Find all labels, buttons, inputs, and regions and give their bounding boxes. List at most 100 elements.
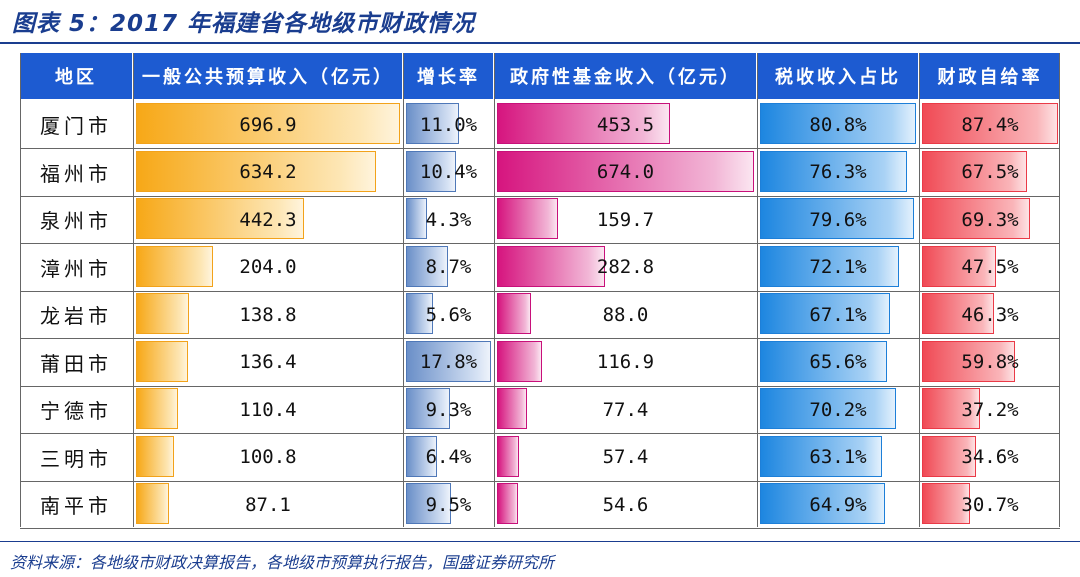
grid-line — [20, 53, 21, 527]
growth-cell: 17.8% — [404, 339, 493, 386]
table-row: 厦门市 696.9 11.0% 453.5 80.8% 87.4% — [20, 101, 1060, 149]
tax-share-value: 76.3% — [809, 161, 867, 183]
growth-cell: 11.0% — [404, 101, 493, 148]
table-bottom-border — [20, 527, 1060, 529]
revenue-value: 696.9 — [239, 113, 297, 136]
self-sufficiency-cell: 69.3% — [920, 196, 1060, 243]
gov-fund-value: 77.4 — [602, 398, 649, 421]
revenue-value: 442.3 — [239, 208, 297, 231]
gov-fund-bar — [497, 483, 518, 524]
city-label: 厦门市 — [40, 114, 112, 138]
city-label: 龙岩市 — [40, 304, 112, 328]
city-label: 莆田市 — [40, 351, 112, 376]
tax-share-bar — [760, 150, 908, 192]
fiscal-table: 地区 一般公共预算收入（亿元） 增长率 政府性基金收入（亿元） 税收收入占比 财政自给率厦… — [20, 53, 1060, 529]
revenue-value: 87.1 — [245, 493, 291, 516]
table-row: 泉州市 442.3 4.3% 159.7 79.6% 69.3% — [20, 196, 1060, 244]
tax-share-bar — [760, 103, 916, 144]
tax-share-bar — [760, 435, 882, 477]
city-label: 漳州市 — [40, 256, 112, 281]
growth-value: 9.3% — [425, 398, 472, 421]
self-sufficiency-value: 34.6% — [961, 446, 1019, 468]
gov-fund-bar — [497, 340, 542, 382]
revenue-cell: 100.8 — [134, 434, 402, 481]
tax-share-value: 64.9% — [809, 493, 867, 516]
revenue-value: 136.4 — [239, 351, 297, 373]
grid-line — [403, 53, 404, 527]
tax-share-value: 70.2% — [809, 398, 867, 421]
revenue-bar — [136, 435, 175, 477]
self-sufficiency-bar — [922, 483, 970, 524]
table-row: 漳州市 204.0 8.7% 282.8 72.1% 47.5% — [20, 244, 1060, 292]
source-divider — [0, 541, 1080, 542]
growth-bar — [406, 198, 427, 239]
growth-value: 4.3% — [425, 208, 472, 231]
revenue-cell: 87.1 — [134, 481, 402, 528]
tax-share-value: 80.8% — [809, 113, 867, 136]
revenue-value: 100.8 — [239, 446, 297, 468]
tax-share-bar — [760, 340, 887, 382]
revenue-bar — [136, 483, 169, 524]
growth-bar — [406, 150, 456, 192]
table-row: 龙岩市 138.8 5.6% 88.0 67.1% 46.3% — [20, 291, 1060, 339]
column-header-revenue: 一般公共预算收入（亿元） — [134, 53, 402, 99]
revenue-bar — [136, 150, 377, 192]
revenue-cell: 136.4 — [134, 339, 402, 386]
self-sufficiency-cell: 47.5% — [920, 244, 1060, 291]
revenue-value: 110.4 — [239, 398, 297, 421]
growth-cell: 4.3% — [404, 196, 493, 243]
revenue-cell: 110.4 — [134, 386, 402, 433]
self-sufficiency-bar — [922, 103, 1058, 144]
column-header-gov-fund: 政府性基金收入（亿元） — [495, 53, 756, 99]
table-row: 三明市 100.8 6.4% 57.4 63.1% 34.6% — [20, 434, 1060, 482]
gov-fund-bar — [497, 245, 605, 287]
gov-fund-cell: 77.4 — [495, 386, 756, 433]
growth-value: 10.4% — [419, 161, 478, 183]
growth-bar — [406, 435, 437, 477]
tax-share-cell: 67.1% — [758, 291, 918, 338]
self-sufficiency-value: 46.3% — [961, 303, 1019, 326]
gov-fund-value: 453.5 — [596, 113, 655, 136]
column-header-growth: 增长率 — [404, 53, 493, 99]
gov-fund-cell: 57.4 — [495, 434, 756, 481]
tax-share-cell: 79.6% — [758, 196, 918, 243]
growth-value: 11.0% — [419, 113, 478, 136]
gov-fund-value: 674.0 — [596, 161, 655, 183]
growth-bar — [406, 103, 459, 144]
table-row: 莆田市 136.4 17.8% 116.9 65.6% 59.8% — [20, 339, 1060, 387]
table-row: 宁德市 110.4 9.3% 77.4 70.2% 37.2% — [20, 386, 1060, 434]
tax-share-value: 79.6% — [809, 208, 867, 231]
gov-fund-cell: 282.8 — [495, 244, 756, 291]
growth-bar — [406, 245, 448, 287]
city-label: 福州市 — [40, 161, 112, 186]
self-sufficiency-value: 37.2% — [961, 398, 1019, 421]
tax-share-cell: 76.3% — [758, 149, 918, 196]
tax-share-value: 65.6% — [809, 351, 867, 373]
tax-share-bar — [760, 483, 886, 524]
growth-value: 8.7% — [425, 256, 472, 278]
gov-fund-bar — [497, 435, 519, 477]
growth-cell: 6.4% — [404, 434, 493, 481]
revenue-bar — [136, 293, 189, 334]
city-label: 宁德市 — [40, 399, 112, 423]
growth-cell: 9.5% — [404, 481, 493, 528]
tax-share-bar — [760, 198, 914, 239]
table-row: 南平市 87.1 9.5% 54.6 64.9% 30.7% — [20, 481, 1060, 529]
gov-fund-cell: 453.5 — [495, 101, 756, 148]
gov-fund-cell: 116.9 — [495, 339, 756, 386]
growth-bar — [406, 483, 452, 524]
gov-fund-value: 282.8 — [596, 256, 655, 278]
growth-cell: 8.7% — [404, 244, 493, 291]
tax-share-cell: 80.8% — [758, 101, 918, 148]
revenue-bar — [136, 340, 188, 382]
self-sufficiency-cell: 30.7% — [920, 481, 1060, 528]
grid-line — [1059, 53, 1060, 527]
gov-fund-value: 159.7 — [596, 208, 655, 231]
column-header-region: 地区 — [20, 53, 132, 99]
self-sufficiency-bar — [922, 435, 976, 477]
gov-fund-value: 54.6 — [602, 493, 649, 516]
gov-fund-cell: 159.7 — [495, 196, 756, 243]
city-label: 三明市 — [40, 446, 112, 471]
self-sufficiency-cell: 46.3% — [920, 291, 1060, 338]
grid-line — [919, 53, 920, 527]
